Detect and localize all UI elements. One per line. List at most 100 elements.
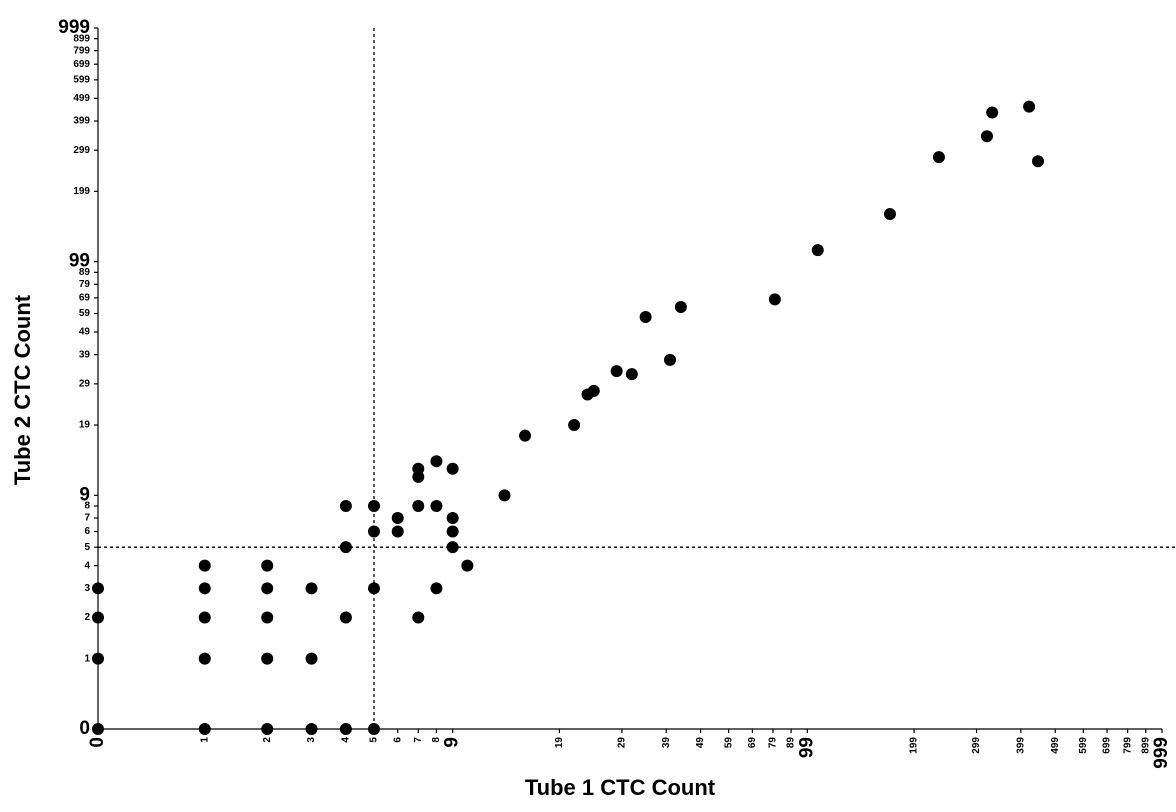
point xyxy=(92,652,104,665)
x-tick-label: 7 xyxy=(413,737,424,743)
point xyxy=(932,151,945,164)
x-tick-label: 29 xyxy=(617,737,628,749)
y-tick-label: 5 xyxy=(84,542,90,553)
x-tick-label: 599 xyxy=(1078,737,1089,754)
x-tick-label: 299 xyxy=(971,737,982,754)
y-axis-label: Tube 2 CTC Count xyxy=(10,294,35,485)
point xyxy=(339,541,352,554)
point xyxy=(610,365,623,378)
point xyxy=(261,582,274,595)
point xyxy=(412,500,425,513)
x-tick-label: 79 xyxy=(768,737,779,749)
point xyxy=(430,455,443,468)
point xyxy=(367,525,380,538)
x-tick-label: 0 xyxy=(87,737,108,748)
point xyxy=(980,130,993,143)
point xyxy=(367,723,380,735)
point xyxy=(498,489,511,502)
x-tick-label: 399 xyxy=(1016,737,1027,754)
y-tick-label: 89 xyxy=(79,267,91,278)
point xyxy=(339,723,352,735)
point xyxy=(519,429,532,442)
y-tick-label: 0 xyxy=(79,718,90,739)
x-tick-label: 4 xyxy=(341,737,352,743)
point xyxy=(674,300,687,313)
x-tick-label: 9 xyxy=(442,737,463,748)
point xyxy=(461,559,474,572)
point xyxy=(198,611,211,624)
point xyxy=(261,559,274,572)
point xyxy=(446,511,459,524)
point xyxy=(768,293,781,306)
x-tick-label: 19 xyxy=(554,737,565,749)
y-tick-label: 199 xyxy=(73,186,90,197)
y-tick-label: 8 xyxy=(84,501,90,512)
point xyxy=(446,462,459,475)
y-tick-label: 999 xyxy=(58,17,90,38)
point xyxy=(625,368,638,381)
y-tick-label: 2 xyxy=(84,612,90,623)
y-tick-label: 59 xyxy=(79,308,91,319)
y-tick-label: 99 xyxy=(69,251,90,272)
y-tick-label: 399 xyxy=(73,116,90,127)
point xyxy=(587,384,600,397)
point xyxy=(446,541,459,554)
x-tick-label: 2 xyxy=(262,737,273,743)
x-tick-label: 1 xyxy=(199,737,210,743)
y-tick-label: 6 xyxy=(84,526,90,537)
x-tick-label: 5 xyxy=(369,737,380,743)
y-tick-label: 299 xyxy=(73,145,90,156)
point xyxy=(568,418,581,431)
point xyxy=(339,611,352,624)
y-tick-label: 1 xyxy=(84,653,90,664)
point xyxy=(367,582,380,595)
point xyxy=(430,500,443,513)
x-tick-label: 3 xyxy=(306,737,317,743)
point xyxy=(198,559,211,572)
x-tick-label: 69 xyxy=(747,737,758,749)
point xyxy=(198,652,211,665)
point xyxy=(305,582,318,595)
point xyxy=(339,500,352,513)
point xyxy=(261,652,274,665)
x-tick-label: 49 xyxy=(695,737,706,749)
point xyxy=(1023,100,1036,113)
x-tick-label: 8 xyxy=(431,737,442,743)
y-tick-label: 899 xyxy=(73,33,90,44)
x-tick-label: 999 xyxy=(1151,737,1172,769)
x-tick-label: 799 xyxy=(1122,737,1133,754)
y-tick-label: 69 xyxy=(79,293,91,304)
x-tick-label: 199 xyxy=(909,737,920,754)
x-tick-label: 89 xyxy=(786,737,797,749)
point xyxy=(198,723,211,735)
y-tick-label: 699 xyxy=(73,59,90,70)
y-tick-label: 39 xyxy=(79,349,91,360)
point xyxy=(412,470,425,483)
point xyxy=(92,582,104,595)
point xyxy=(430,582,443,595)
point xyxy=(986,106,999,119)
point xyxy=(92,723,104,735)
point xyxy=(639,310,652,323)
y-tick-label: 499 xyxy=(73,93,90,104)
y-tick-label: 9 xyxy=(79,484,90,505)
point xyxy=(412,611,425,624)
y-tick-label: 4 xyxy=(84,560,90,571)
point xyxy=(664,353,677,366)
point xyxy=(367,500,380,513)
x-tick-label: 899 xyxy=(1140,737,1151,754)
point xyxy=(261,611,274,624)
x-axis-label: Tube 1 CTC Count xyxy=(525,775,716,800)
point xyxy=(883,207,896,220)
x-tick-label: 6 xyxy=(392,737,403,743)
point xyxy=(391,511,404,524)
y-tick-label: 19 xyxy=(79,420,91,431)
x-tick-label: 99 xyxy=(796,737,817,758)
y-tick-label: 29 xyxy=(79,378,91,389)
point xyxy=(305,652,318,665)
y-tick-label: 3 xyxy=(84,583,90,594)
x-tick-label: 59 xyxy=(723,737,734,749)
y-tick-label: 79 xyxy=(79,279,91,290)
y-tick-label: 7 xyxy=(84,513,90,524)
